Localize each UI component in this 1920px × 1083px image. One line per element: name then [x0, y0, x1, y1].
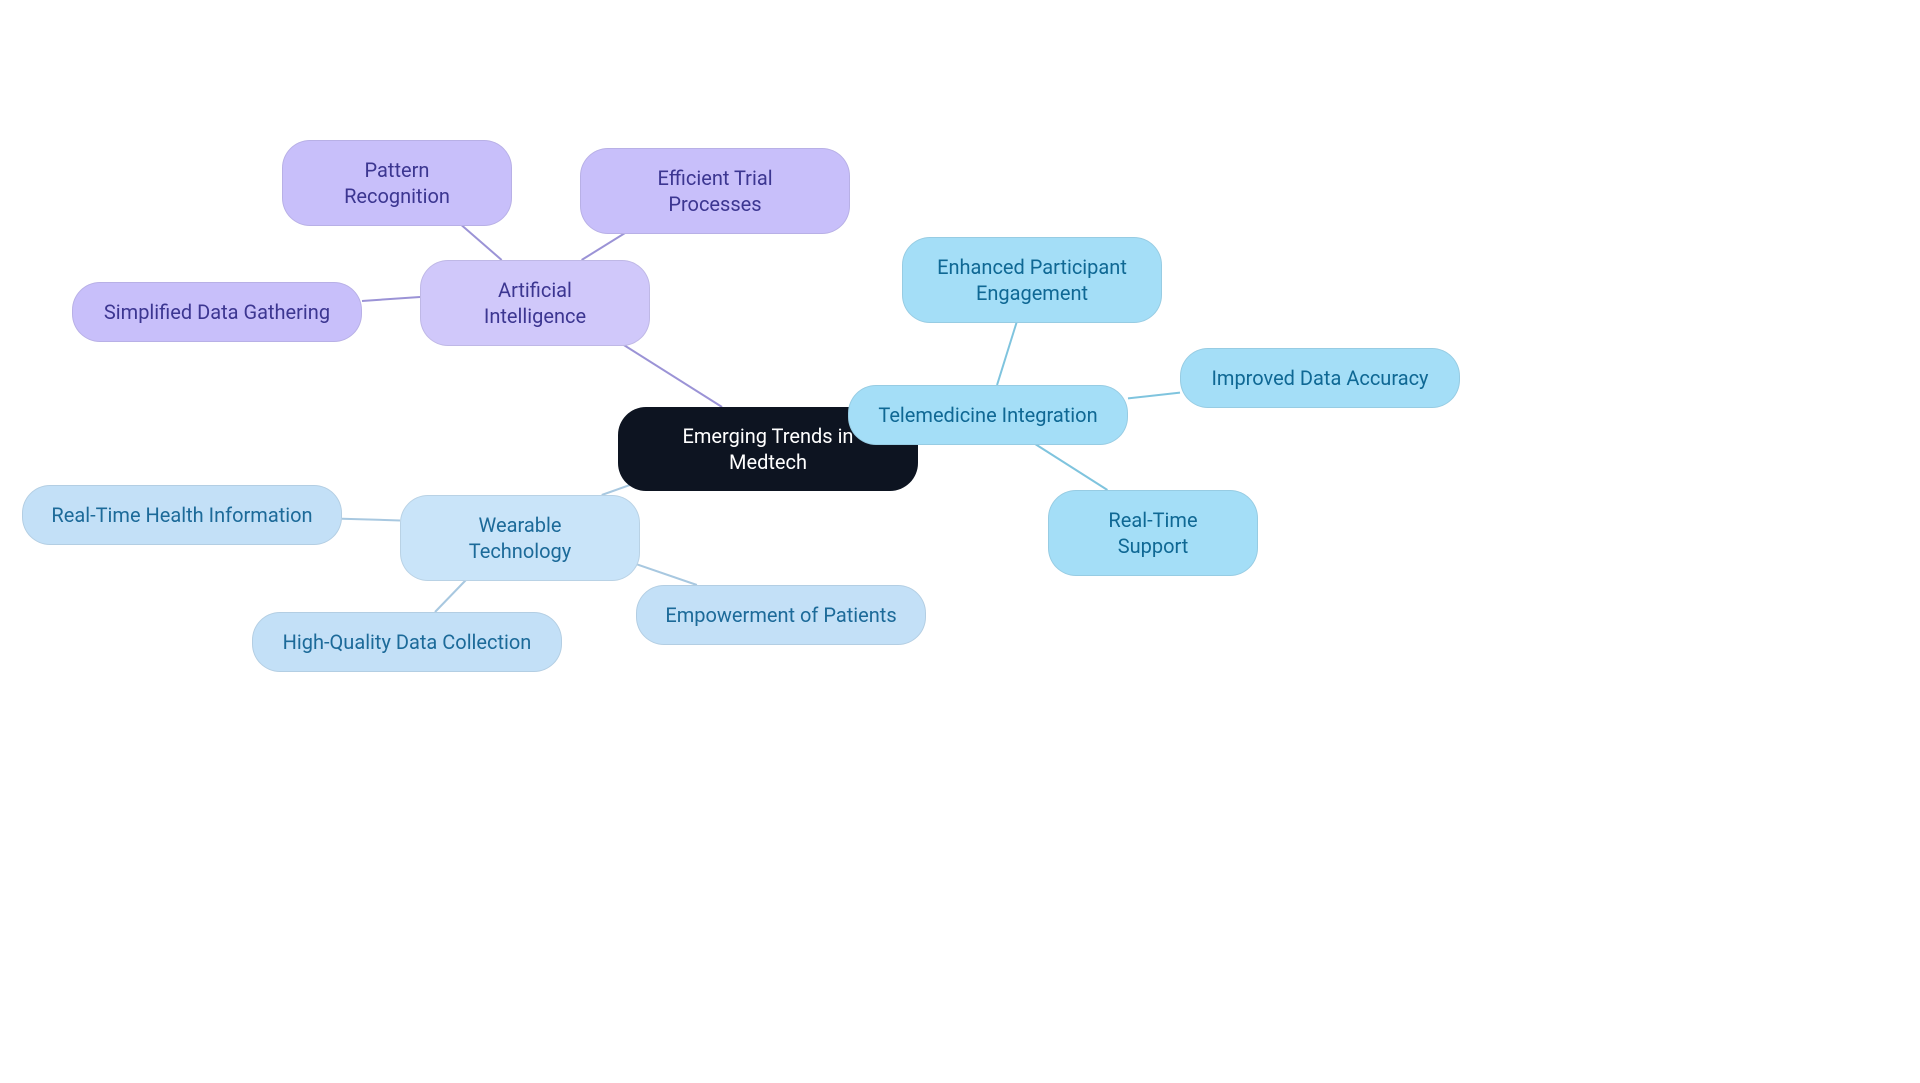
edge-telemedicine-rt-support	[1034, 443, 1108, 490]
edge-telemedicine-improved	[1128, 393, 1180, 399]
node-enhanced: Enhanced Participant Engagement	[902, 237, 1162, 323]
node-label: Real-Time Health Information	[51, 502, 312, 528]
node-label: Empowerment of Patients	[665, 602, 896, 628]
node-hq-data: High-Quality Data Collection	[252, 612, 562, 672]
node-label: Enhanced Participant Engagement	[931, 254, 1133, 306]
edge-wearable-realtime-health	[342, 519, 400, 521]
node-simplified: Simplified Data Gathering	[72, 282, 362, 342]
node-label: Pattern Recognition	[311, 157, 483, 209]
node-label: Telemedicine Integration	[878, 402, 1097, 428]
node-improved: Improved Data Accuracy	[1180, 348, 1460, 408]
node-label: Artificial Intelligence	[449, 277, 621, 329]
node-wearable: Wearable Technology	[400, 495, 640, 581]
edge-ai-simplified	[362, 297, 420, 301]
node-label: Simplified Data Gathering	[104, 299, 330, 325]
node-empowerment: Empowerment of Patients	[636, 585, 926, 645]
mindmap-diagram: Emerging Trends in MedtechArtificial Int…	[0, 0, 1920, 1083]
node-pattern: Pattern Recognition	[282, 140, 512, 226]
node-realtime-health: Real-Time Health Information	[22, 485, 342, 545]
node-label: Wearable Technology	[429, 512, 611, 564]
node-rt-support: Real-Time Support	[1048, 490, 1258, 576]
node-telemedicine: Telemedicine Integration	[848, 385, 1128, 445]
node-ai: Artificial Intelligence	[420, 260, 650, 346]
node-label: High-Quality Data Collection	[283, 629, 532, 655]
node-label: Real-Time Support	[1077, 507, 1229, 559]
node-label: Efficient Trial Processes	[609, 165, 821, 217]
node-label: Improved Data Accuracy	[1211, 365, 1428, 391]
node-efficient: Efficient Trial Processes	[580, 148, 850, 234]
